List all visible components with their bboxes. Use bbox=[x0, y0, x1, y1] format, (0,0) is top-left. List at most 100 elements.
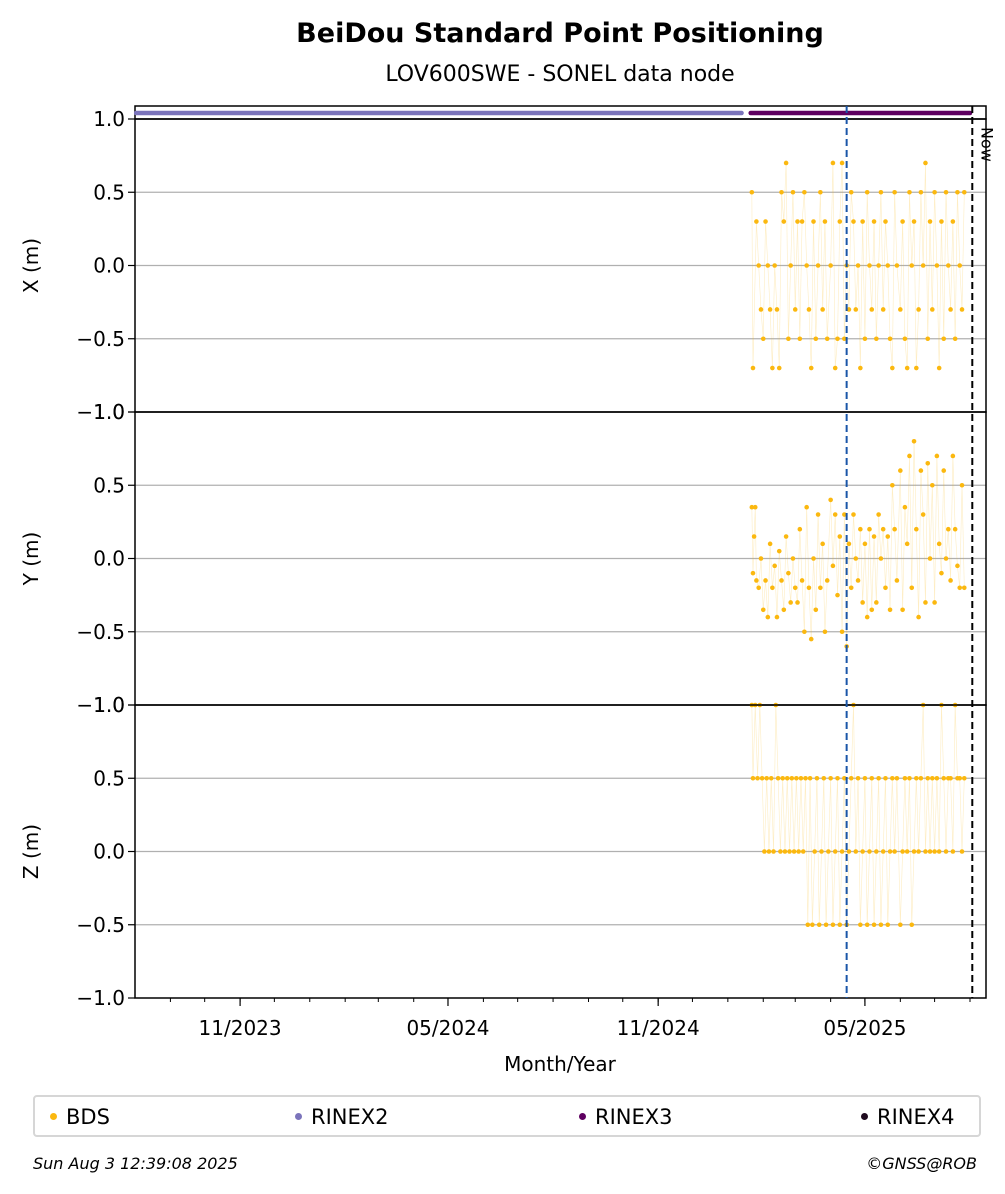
bds-point bbox=[876, 263, 881, 268]
bds-point bbox=[842, 775, 847, 781]
bds-point bbox=[763, 578, 768, 583]
bds-point bbox=[788, 263, 793, 268]
chart-title: BeiDou Standard Point Positioning bbox=[296, 18, 824, 49]
bds-point bbox=[950, 453, 956, 459]
bds-point bbox=[804, 504, 809, 510]
bds-point bbox=[934, 263, 940, 268]
bds-point bbox=[885, 263, 891, 268]
bds-point bbox=[756, 263, 761, 268]
bds-point bbox=[874, 336, 879, 342]
bds-point bbox=[800, 849, 806, 854]
bds-point bbox=[763, 219, 768, 224]
bds-point bbox=[772, 263, 777, 268]
bds-point bbox=[864, 614, 870, 620]
bds-point bbox=[792, 307, 798, 312]
x-axis: 11/2023 05/2024 11/2024 05/2025 bbox=[169, 998, 971, 1040]
bds-point bbox=[814, 775, 820, 781]
bds-point bbox=[950, 219, 956, 224]
bds-point bbox=[837, 922, 843, 928]
x-axis-label: Month/Year bbox=[504, 1052, 617, 1076]
bds-point bbox=[824, 336, 830, 342]
bds-point bbox=[959, 307, 965, 312]
bds-point bbox=[839, 629, 845, 635]
y-tick-label: 1.0 bbox=[93, 693, 125, 717]
bds-point bbox=[890, 775, 895, 781]
bds-point bbox=[894, 263, 900, 268]
bds-point bbox=[755, 775, 760, 781]
bds-point bbox=[752, 504, 758, 510]
bds-point bbox=[930, 482, 935, 488]
bds-point bbox=[767, 307, 773, 312]
bds-point bbox=[955, 189, 960, 195]
bds-point bbox=[869, 607, 875, 613]
bds-point bbox=[914, 526, 919, 532]
bds-point bbox=[943, 849, 949, 854]
bds-point bbox=[848, 585, 854, 591]
bds-point bbox=[796, 849, 801, 854]
bds-series-line bbox=[751, 441, 965, 647]
bds-point bbox=[887, 336, 893, 342]
bds-point bbox=[799, 578, 805, 583]
bds-point bbox=[855, 578, 861, 583]
bds-point bbox=[862, 775, 868, 781]
y-tick-label: 0.5 bbox=[93, 473, 125, 497]
bds-point bbox=[853, 307, 859, 312]
bds-point bbox=[925, 336, 931, 342]
panel-frame bbox=[134, 704, 987, 999]
bds-point bbox=[959, 482, 965, 488]
bds-point bbox=[871, 534, 877, 539]
bds-point bbox=[783, 160, 789, 166]
y-tick-label: −0.5 bbox=[76, 620, 125, 644]
legend-item-bds: BDS bbox=[50, 1105, 110, 1129]
rinex4-marker-icon bbox=[861, 1113, 868, 1120]
y-tick-label: 1.0 bbox=[93, 400, 125, 424]
x-tick-label: 11/2023 bbox=[199, 1016, 282, 1040]
bds-point bbox=[890, 365, 895, 371]
bds-point bbox=[760, 607, 766, 613]
x-tick-label: 05/2025 bbox=[823, 1016, 906, 1040]
bds-point bbox=[860, 219, 865, 224]
bds-point bbox=[885, 534, 891, 539]
bds-point bbox=[820, 307, 825, 312]
bds-point bbox=[914, 775, 919, 781]
bds-point bbox=[943, 189, 949, 195]
bds-point bbox=[939, 570, 944, 576]
bds-point bbox=[791, 849, 797, 854]
bds-point bbox=[871, 219, 877, 224]
bds-point bbox=[818, 189, 823, 195]
footer-copyright: ©GNSS@ROB bbox=[866, 1154, 977, 1173]
bds-point bbox=[892, 526, 897, 532]
y-tick-label: 0.5 bbox=[93, 180, 125, 204]
bds-point bbox=[774, 614, 780, 620]
y-tick-label: 1.0 bbox=[93, 107, 125, 131]
bds-point bbox=[880, 526, 886, 532]
bds-point bbox=[878, 922, 884, 928]
bds-point bbox=[885, 922, 891, 928]
chart-subtitle: LOV600SWE - SONEL data node bbox=[385, 62, 734, 87]
bds-point bbox=[907, 189, 912, 195]
bds-point bbox=[961, 585, 967, 591]
bds-point bbox=[779, 189, 784, 195]
bds-point bbox=[941, 468, 947, 473]
x-tick-label: 05/2024 bbox=[406, 1016, 489, 1040]
bds-point bbox=[848, 189, 854, 195]
bds-point bbox=[880, 849, 886, 854]
legend-label-rinex2: RINEX2 bbox=[311, 1105, 389, 1129]
bds-point bbox=[797, 526, 803, 532]
legend-label-bds: BDS bbox=[66, 1105, 110, 1129]
x-tick-label: 11/2024 bbox=[617, 1016, 700, 1040]
bds-point bbox=[927, 219, 933, 224]
y-tick-label: −1.0 bbox=[76, 693, 125, 717]
bds-point bbox=[846, 541, 852, 547]
bds-point bbox=[932, 600, 937, 605]
bds-point bbox=[784, 775, 790, 781]
bds-point bbox=[770, 585, 775, 591]
bds-point bbox=[839, 849, 845, 854]
y-tick-label: −0.5 bbox=[76, 327, 125, 351]
bds-point bbox=[765, 614, 771, 620]
bds-point bbox=[874, 849, 879, 854]
bds-point bbox=[887, 849, 893, 854]
bds-point bbox=[883, 219, 888, 224]
bds-point bbox=[780, 775, 785, 781]
